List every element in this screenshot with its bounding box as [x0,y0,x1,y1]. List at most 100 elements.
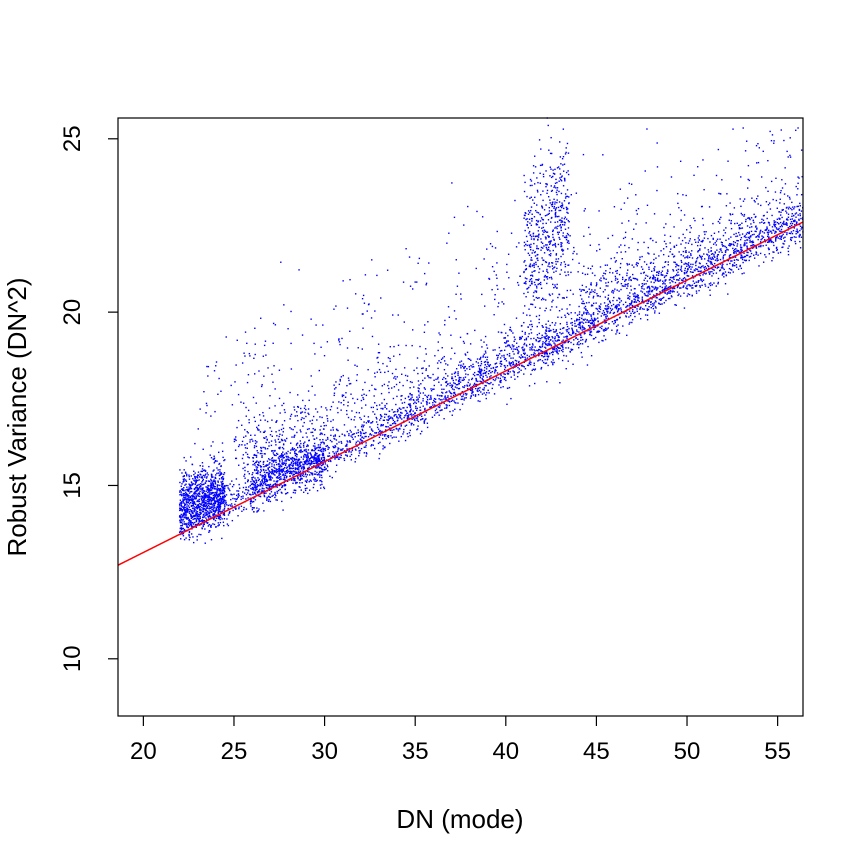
data-point [242,454,245,456]
data-point [379,429,381,432]
data-point [196,477,199,479]
data-point [551,321,554,324]
data-point [397,417,399,419]
data-point [590,317,593,319]
data-point [288,472,291,475]
data-point [206,500,209,502]
data-point [203,500,206,502]
data-point [396,411,399,413]
data-point [571,328,573,331]
data-point [183,486,185,489]
data-point [601,325,603,327]
data-point [266,420,269,423]
data-point [646,309,649,311]
data-point [780,228,783,231]
data-point [612,303,615,306]
data-point [187,496,189,498]
data-point [746,242,748,244]
data-point [480,363,483,365]
data-point [568,313,570,316]
data-point [537,340,540,343]
data-point [261,476,263,478]
data-point [709,257,711,259]
data-point [235,500,237,503]
data-point [181,528,183,530]
data-point [194,514,196,517]
data-point [219,474,222,476]
data-point [335,428,338,430]
data-point [729,272,731,274]
data-point [245,508,248,510]
data-point [315,480,318,482]
data-point [550,361,553,363]
data-point [263,488,265,490]
data-point [297,419,299,422]
data-point [391,437,393,439]
data-point [200,483,202,485]
data-point [219,469,221,471]
data-point [581,321,583,323]
data-point [196,516,198,518]
data-point [414,407,417,409]
data-point [268,476,270,478]
data-point [310,463,313,465]
data-point [198,479,200,481]
data-point [631,321,633,324]
data-point [532,368,534,371]
data-point [614,320,617,322]
data-point [451,399,454,401]
data-point [262,411,264,414]
data-point [498,346,501,349]
data-point [324,449,327,452]
data-point [365,394,368,397]
data-point [515,317,518,319]
data-point [194,491,197,493]
data-point [501,301,503,303]
data-point [641,308,644,310]
data-point [326,436,329,439]
data-point [188,498,190,500]
data-point [205,504,208,507]
data-point [694,285,697,288]
data-point [212,510,215,512]
data-point [523,342,526,345]
data-point [316,467,318,469]
data-point [203,523,205,526]
data-point [347,441,349,443]
data-point [223,513,225,515]
data-point [559,331,561,334]
data-point [595,302,597,304]
data-point [357,440,359,442]
data-point [384,446,386,448]
data-point [761,235,763,237]
data-point [206,487,208,489]
data-point [538,332,541,335]
data-point [184,498,186,500]
data-point [687,262,690,264]
data-point [403,367,406,369]
data-point [530,361,532,364]
data-point [638,297,640,299]
data-point [737,268,740,270]
data-point [321,460,323,463]
data-point [310,457,312,459]
data-point [253,488,255,490]
data-point [346,384,348,387]
data-point [210,445,212,447]
data-point [521,365,523,367]
data-point [523,174,525,177]
data-point [319,484,322,486]
data-point [488,370,491,372]
data-point [396,408,399,411]
data-point [409,403,411,405]
data-point [304,461,306,463]
data-point [314,448,317,451]
data-point [255,486,258,488]
data-point [402,384,404,387]
data-point [220,473,223,475]
data-point [250,434,252,436]
data-point [261,489,263,491]
data-point [256,488,258,490]
data-point [530,303,532,305]
data-point [179,489,181,492]
